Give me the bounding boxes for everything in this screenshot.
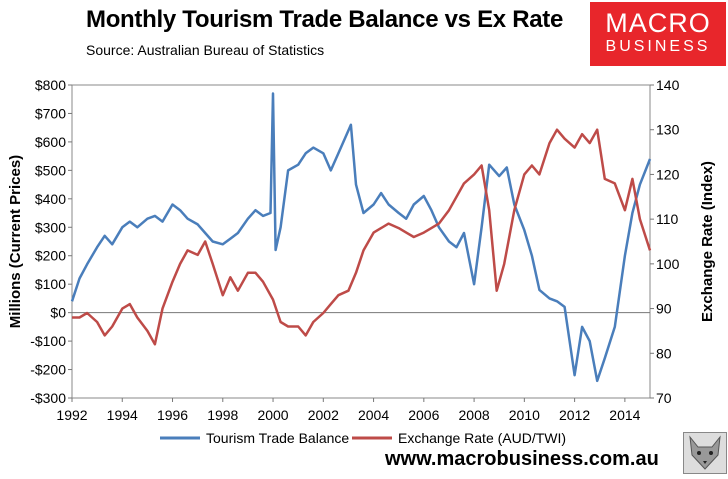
y-tick-label: -$200	[30, 362, 66, 378]
y2-tick-label: 90	[656, 301, 672, 317]
y-tick-label: -$300	[30, 390, 66, 406]
plot-frame	[71, 84, 651, 399]
y2-tick-label: 130	[656, 122, 680, 138]
x-tick-label: 1998	[207, 407, 238, 423]
x-tick-label: 2008	[459, 407, 490, 423]
y-tick-label: $800	[35, 77, 66, 93]
logo-line-1: MACRO	[605, 8, 711, 38]
y-tick-label: $0	[50, 305, 66, 321]
y2-tick-label: 110	[656, 211, 679, 227]
logo-line-2: BUSINESS	[605, 38, 711, 55]
x-tick-label: 2002	[308, 407, 339, 423]
y2-tick-label: 70	[656, 390, 672, 406]
y-tick-label: $200	[35, 248, 66, 264]
y2-tick-label: 120	[656, 166, 680, 182]
y-tick-label: $700	[35, 105, 66, 121]
x-tick-label: 1996	[157, 407, 188, 423]
website-url[interactable]: www.macrobusiness.com.au	[385, 448, 659, 470]
y-tick-label: $600	[35, 134, 66, 150]
y-tick-label: $400	[35, 191, 66, 207]
y-tick-label: $100	[35, 276, 66, 292]
x-tick-label: 2000	[257, 407, 288, 423]
y2-tick-label: 140	[656, 77, 680, 93]
y-tick-label: -$100	[30, 333, 66, 349]
chart-source: Source: Australian Bureau of Statistics	[86, 42, 325, 58]
y2-tick-label: 80	[656, 345, 672, 361]
x-tick-label: 2012	[559, 407, 590, 423]
y-tick-label: $500	[35, 162, 66, 178]
x-tick-label: 2004	[358, 407, 389, 423]
x-tick-label: 2014	[609, 407, 640, 423]
chart-title: Monthly Tourism Trade Balance vs Ex Rate	[86, 6, 564, 33]
x-tick-label: 1994	[107, 407, 138, 423]
x-tick-label: 2006	[408, 407, 439, 423]
fox-mascot-icon	[683, 432, 727, 474]
x-tick-label: 1992	[56, 407, 87, 423]
legend-label: Exchange Rate (AUD/TWI)	[398, 430, 566, 446]
series-line-tourism-trade-balance	[70, 92, 652, 383]
legend-label: Tourism Trade Balance	[206, 430, 349, 446]
y-tick-label: $300	[35, 219, 66, 235]
x-tick-label: 2010	[509, 407, 540, 423]
y2-axis-label: Exchange Rate (Index)	[699, 161, 716, 322]
y2-tick-label: 100	[656, 256, 680, 272]
y-axis-label: Millions (Current Prices)	[7, 155, 24, 328]
series-line-exchange-rate	[72, 128, 652, 346]
macrobusiness-logo: MACRO BUSINESS	[590, 2, 726, 66]
